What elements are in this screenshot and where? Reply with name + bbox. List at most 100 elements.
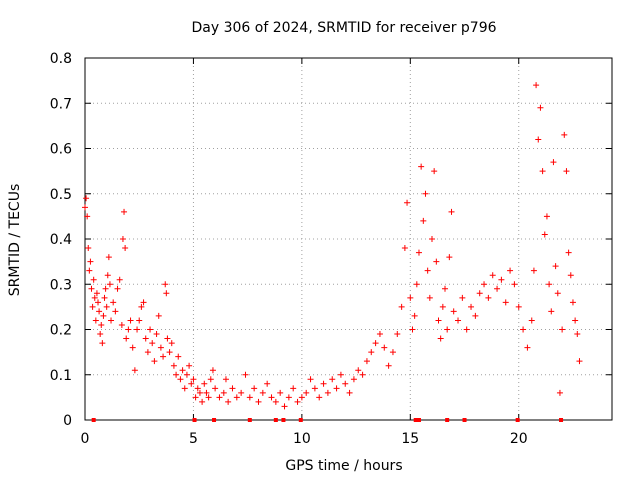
data-point bbox=[175, 353, 182, 360]
data-point bbox=[459, 294, 466, 301]
data-point bbox=[541, 231, 548, 238]
data-point bbox=[548, 308, 555, 315]
data-point bbox=[476, 290, 483, 297]
data-point bbox=[103, 303, 110, 310]
data-point bbox=[82, 204, 88, 211]
data-point bbox=[472, 312, 479, 319]
data-point bbox=[333, 385, 340, 392]
data-point bbox=[407, 294, 414, 301]
data-point bbox=[162, 281, 169, 288]
data-point bbox=[337, 371, 344, 378]
data-point bbox=[528, 317, 535, 324]
data-point bbox=[569, 299, 576, 306]
data-point bbox=[101, 294, 108, 301]
data-point bbox=[424, 267, 431, 274]
data-point bbox=[173, 371, 180, 378]
data-point bbox=[409, 326, 416, 333]
data-point bbox=[157, 344, 164, 351]
data-point bbox=[426, 294, 433, 301]
gap-marker bbox=[559, 418, 564, 422]
data-point bbox=[196, 389, 203, 396]
y-tick-label: 0.8 bbox=[50, 51, 72, 67]
chart-title: Day 306 of 2024, SRMTID for receiver p79… bbox=[191, 20, 496, 36]
data-point bbox=[110, 299, 117, 306]
data-point bbox=[105, 254, 112, 261]
data-point bbox=[98, 321, 105, 328]
data-point bbox=[515, 303, 522, 310]
data-point bbox=[91, 294, 98, 301]
y-tick-label: 0.4 bbox=[50, 232, 72, 248]
gap-marker bbox=[298, 418, 303, 422]
gap-marker bbox=[273, 418, 278, 422]
data-point bbox=[420, 217, 427, 224]
data-point bbox=[574, 331, 581, 338]
data-point bbox=[186, 362, 193, 369]
data-point bbox=[179, 367, 186, 374]
y-tick-label: 0.7 bbox=[50, 96, 72, 112]
data-point bbox=[272, 398, 279, 405]
data-point bbox=[138, 303, 145, 310]
data-point bbox=[359, 371, 366, 378]
data-point bbox=[222, 376, 229, 383]
data-point bbox=[87, 258, 94, 265]
data-point bbox=[123, 335, 130, 342]
y-axis-label: SRMTID / TECUs bbox=[7, 184, 23, 297]
x-tick-label: 5 bbox=[189, 431, 198, 447]
data-point bbox=[166, 349, 173, 356]
data-point bbox=[104, 272, 111, 279]
data-point bbox=[170, 362, 177, 369]
data-point bbox=[149, 340, 156, 347]
data-point bbox=[398, 303, 405, 310]
data-point bbox=[559, 326, 566, 333]
data-point bbox=[394, 331, 401, 338]
gap-marker bbox=[281, 418, 286, 422]
gap-marker bbox=[445, 418, 450, 422]
data-point bbox=[95, 299, 102, 306]
data-point bbox=[96, 308, 103, 315]
data-point bbox=[546, 281, 553, 288]
data-point bbox=[106, 281, 113, 288]
data-point bbox=[368, 349, 375, 356]
data-point bbox=[190, 376, 197, 383]
data-point bbox=[268, 394, 275, 401]
data-point bbox=[194, 385, 201, 392]
data-point bbox=[164, 335, 171, 342]
y-tick-label: 0.3 bbox=[50, 277, 72, 293]
data-point bbox=[543, 213, 550, 220]
data-point bbox=[428, 236, 435, 242]
data-point bbox=[372, 340, 379, 347]
data-point bbox=[468, 303, 475, 310]
y-tick-label: 0.6 bbox=[50, 142, 72, 158]
data-point bbox=[530, 267, 537, 274]
data-point bbox=[561, 131, 568, 138]
data-point bbox=[144, 349, 151, 356]
data-point bbox=[277, 389, 284, 396]
data-point bbox=[93, 290, 100, 297]
data-point bbox=[90, 276, 97, 283]
gap-marker bbox=[515, 418, 520, 422]
data-point bbox=[192, 394, 199, 401]
gap-marker bbox=[413, 418, 418, 422]
data-point bbox=[563, 168, 570, 175]
data-point bbox=[229, 385, 236, 392]
data-point bbox=[209, 367, 216, 374]
data-point bbox=[489, 272, 496, 279]
plot-frame bbox=[84, 57, 613, 421]
data-point bbox=[134, 326, 141, 333]
data-point bbox=[177, 376, 184, 383]
data-point bbox=[259, 389, 266, 396]
data-point bbox=[85, 245, 92, 252]
data-point bbox=[86, 267, 93, 274]
y-tick-label: 0.1 bbox=[50, 368, 72, 384]
data-point bbox=[118, 321, 125, 328]
data-point bbox=[264, 380, 271, 387]
data-point bbox=[205, 394, 212, 401]
data-point bbox=[114, 285, 121, 292]
data-point bbox=[376, 331, 383, 338]
data-point bbox=[520, 326, 527, 333]
x-tick-label: 0 bbox=[81, 431, 90, 447]
data-point bbox=[556, 389, 563, 396]
data-point bbox=[363, 358, 370, 365]
data-point bbox=[188, 380, 195, 387]
data-point bbox=[163, 290, 170, 297]
